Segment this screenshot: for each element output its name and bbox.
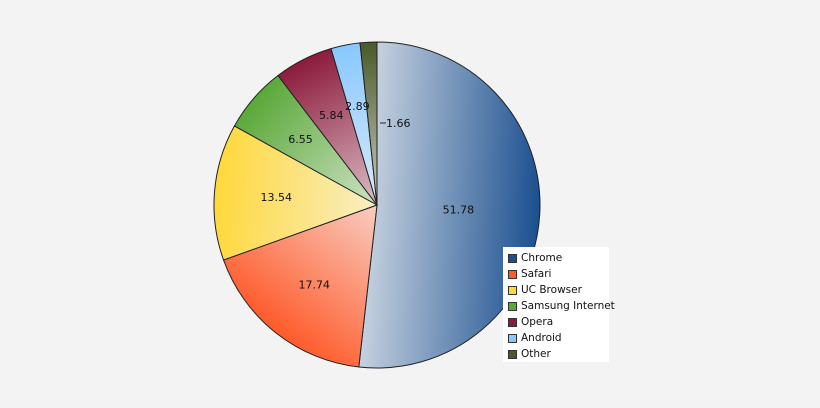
pie-slice-uc-browser bbox=[213, 125, 379, 261]
legend-label: Samsung Internet bbox=[521, 300, 615, 312]
data-labels: 51.78 17.74 13.54 6.55 5.842.89 1.66 bbox=[261, 100, 475, 291]
legend-item-safari: Safari bbox=[503, 266, 609, 282]
legend-swatch bbox=[508, 317, 517, 327]
data-label: 51.78 bbox=[443, 204, 475, 217]
data-label: 17.74 bbox=[299, 278, 331, 291]
legend-item-samsung-internet: Samsung Internet bbox=[503, 298, 615, 314]
legend-swatch bbox=[508, 333, 517, 343]
data-label: 5.84 bbox=[319, 109, 344, 122]
legend-label: Chrome bbox=[521, 252, 563, 264]
legend-item-other: Other bbox=[503, 346, 609, 362]
data-label: 1.66 bbox=[386, 117, 411, 130]
legend: Chrome Safari UC Browser Samsung Interne… bbox=[503, 247, 615, 362]
legend-label: Opera bbox=[521, 316, 554, 328]
legend-item-opera: Opera bbox=[503, 314, 609, 330]
legend-label: Safari bbox=[521, 268, 552, 280]
legend-swatch bbox=[508, 285, 517, 295]
data-label: 6.55 bbox=[288, 133, 313, 146]
pie-slice-chrome bbox=[358, 41, 541, 369]
legend-item-uc-browser: UC Browser bbox=[503, 282, 609, 298]
legend-swatch bbox=[508, 349, 517, 359]
legend-item-android: Android bbox=[503, 330, 609, 346]
pie-slice-safari bbox=[222, 204, 378, 368]
data-label: 2.89 bbox=[345, 100, 370, 113]
legend-swatch bbox=[508, 301, 517, 311]
pie-slice-other bbox=[359, 41, 378, 206]
pie-slices bbox=[213, 41, 541, 369]
legend-swatch bbox=[508, 269, 517, 279]
legend-label: Other bbox=[521, 348, 551, 360]
data-label: 13.54 bbox=[261, 191, 293, 204]
legend-swatch bbox=[508, 253, 517, 263]
legend-item-chrome: Chrome bbox=[503, 250, 609, 266]
legend-label: UC Browser bbox=[521, 284, 582, 296]
legend-label: Android bbox=[521, 332, 562, 344]
